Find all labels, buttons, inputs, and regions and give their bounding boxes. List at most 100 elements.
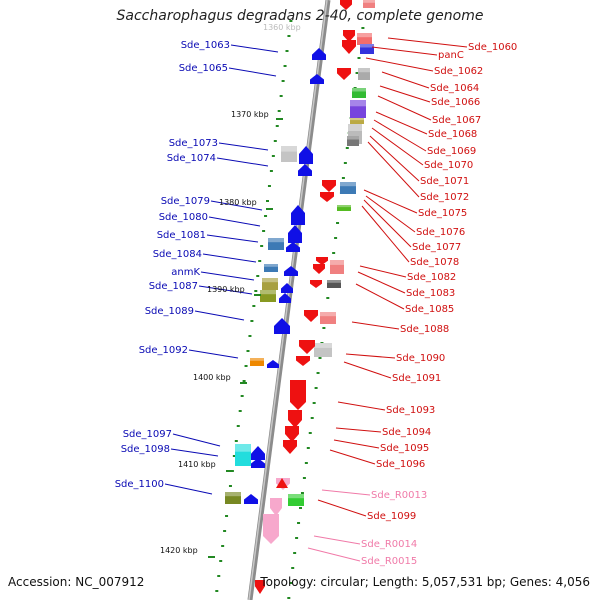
right-gene-label: Sde_1090 bbox=[396, 353, 445, 364]
forward-gene-arrow bbox=[299, 340, 315, 354]
tick-mark bbox=[246, 350, 250, 352]
forward-gene-arrow bbox=[316, 257, 328, 265]
left-gene-leader bbox=[228, 67, 277, 77]
gene-labels: Sde_1063 Sde_1065 Sde_1073 Sde_1074 Sde_1079… bbox=[115, 40, 518, 567]
gene-feature-shine bbox=[352, 88, 366, 92]
left-gene-leader bbox=[164, 483, 213, 495]
tick-mark bbox=[291, 567, 295, 569]
gene-feature-shine bbox=[363, 0, 375, 3]
left-gene-label: Sde_1084 bbox=[153, 249, 202, 260]
right-gene-leader bbox=[369, 135, 420, 182]
kbp-marker-tick bbox=[276, 118, 283, 120]
right-gene-leader bbox=[377, 95, 432, 121]
gene-feature-shine bbox=[264, 264, 278, 267]
tick-mark bbox=[318, 357, 322, 359]
reverse-gene-arrow bbox=[281, 283, 293, 293]
gene-feature-box bbox=[262, 278, 278, 290]
gene-feature-shine bbox=[250, 358, 264, 361]
tick-mark bbox=[221, 545, 225, 547]
tick-mark bbox=[240, 395, 244, 397]
tick-mark bbox=[254, 290, 258, 292]
right-gene-leader bbox=[371, 46, 438, 56]
tick-mark bbox=[287, 35, 291, 37]
forward-gene-arrow bbox=[342, 40, 356, 54]
right-gene-leader bbox=[321, 489, 371, 496]
tick-mark bbox=[361, 27, 365, 29]
gene-feature-box bbox=[363, 0, 375, 8]
tick-mark bbox=[279, 95, 283, 97]
tick-mark bbox=[281, 80, 285, 82]
gene-feature-box bbox=[288, 494, 304, 506]
gene-feature-shine bbox=[348, 124, 362, 131]
right-gene-leader bbox=[375, 111, 428, 135]
tick-mark bbox=[228, 485, 232, 487]
gene-feature-box bbox=[357, 33, 372, 45]
tick-mark bbox=[306, 447, 310, 449]
left-gene-label: anmK bbox=[171, 267, 200, 278]
tick-mark bbox=[256, 275, 260, 277]
right-gene-label: Sde_1067 bbox=[432, 115, 481, 126]
gene-feature-shine bbox=[260, 290, 276, 295]
reverse-gene-arrow bbox=[251, 446, 265, 460]
left-gene-leader bbox=[202, 253, 257, 263]
kbp-marker-tick bbox=[226, 470, 233, 472]
tick-mark bbox=[248, 335, 252, 337]
left-gene-label: Sde_1098 bbox=[121, 444, 170, 455]
tick-mark bbox=[332, 252, 336, 254]
kbp-marker-label: 1410 kbp bbox=[178, 460, 216, 469]
gene-feature-shine bbox=[225, 492, 241, 497]
tick-mark bbox=[266, 200, 269, 202]
right-gene-label: Sde_1078 bbox=[410, 257, 459, 268]
left-gene-leader bbox=[230, 44, 279, 53]
kbp-marker-label: 1390 kbp bbox=[207, 285, 245, 294]
right-gene-label: Sde_R0015 bbox=[361, 556, 417, 567]
tick-mark bbox=[299, 507, 302, 509]
left-gene-leader bbox=[170, 448, 219, 457]
right-gene-leader bbox=[371, 127, 424, 166]
tick-mark bbox=[336, 222, 340, 224]
right-gene-leader bbox=[363, 189, 418, 214]
gene-feature-box bbox=[352, 88, 366, 98]
tick-mark bbox=[277, 110, 281, 112]
tick-mark bbox=[219, 560, 223, 562]
tick-mark bbox=[273, 140, 277, 142]
right-gene-leader bbox=[363, 199, 412, 248]
tick-mark bbox=[326, 297, 330, 299]
right-gene-leader bbox=[317, 499, 367, 517]
forward-gene-arrow bbox=[285, 426, 299, 442]
tick-mark bbox=[269, 170, 273, 172]
left-gene-label: Sde_1100 bbox=[115, 479, 164, 490]
tick-mark bbox=[267, 185, 271, 187]
tick-mark bbox=[271, 155, 275, 157]
right-gene-leader bbox=[373, 119, 427, 152]
left-gene-leader bbox=[188, 349, 239, 359]
forward-gene-arrow bbox=[270, 498, 282, 516]
left-gene-label: Sde_1080 bbox=[159, 212, 208, 223]
right-gene-label: Sde_1069 bbox=[427, 146, 476, 157]
reverse-gene-arrow bbox=[286, 242, 300, 252]
kbp-marker-tick bbox=[208, 556, 215, 558]
right-gene-label: Sde_R0014 bbox=[361, 539, 417, 550]
gene-feature-box bbox=[235, 444, 251, 466]
tick-mark bbox=[242, 380, 246, 382]
right-gene-leader bbox=[365, 57, 434, 72]
gene-feature-box bbox=[330, 260, 344, 274]
gene-feature-box bbox=[337, 205, 351, 211]
tick-mark bbox=[304, 462, 308, 464]
gene-feature-shine bbox=[360, 44, 374, 48]
left-gene-label: Sde_1074 bbox=[167, 153, 216, 164]
right-gene-leader bbox=[361, 205, 410, 263]
gene-feature-shine bbox=[357, 33, 372, 38]
right-gene-label: Sde_1085 bbox=[405, 304, 454, 315]
right-gene-leader bbox=[345, 353, 396, 359]
gene-feature-shine bbox=[288, 494, 304, 499]
reverse-gene-arrow bbox=[244, 494, 258, 504]
right-gene-label: Sde_1099 bbox=[367, 511, 416, 522]
gene-feature-shine bbox=[262, 278, 278, 283]
left-gene-label: Sde_1081 bbox=[157, 230, 206, 241]
tick-mark bbox=[312, 402, 316, 404]
gene-feature-box bbox=[268, 238, 284, 250]
gene-feature-box bbox=[350, 118, 364, 124]
right-gene-label: Sde_1071 bbox=[420, 176, 469, 187]
